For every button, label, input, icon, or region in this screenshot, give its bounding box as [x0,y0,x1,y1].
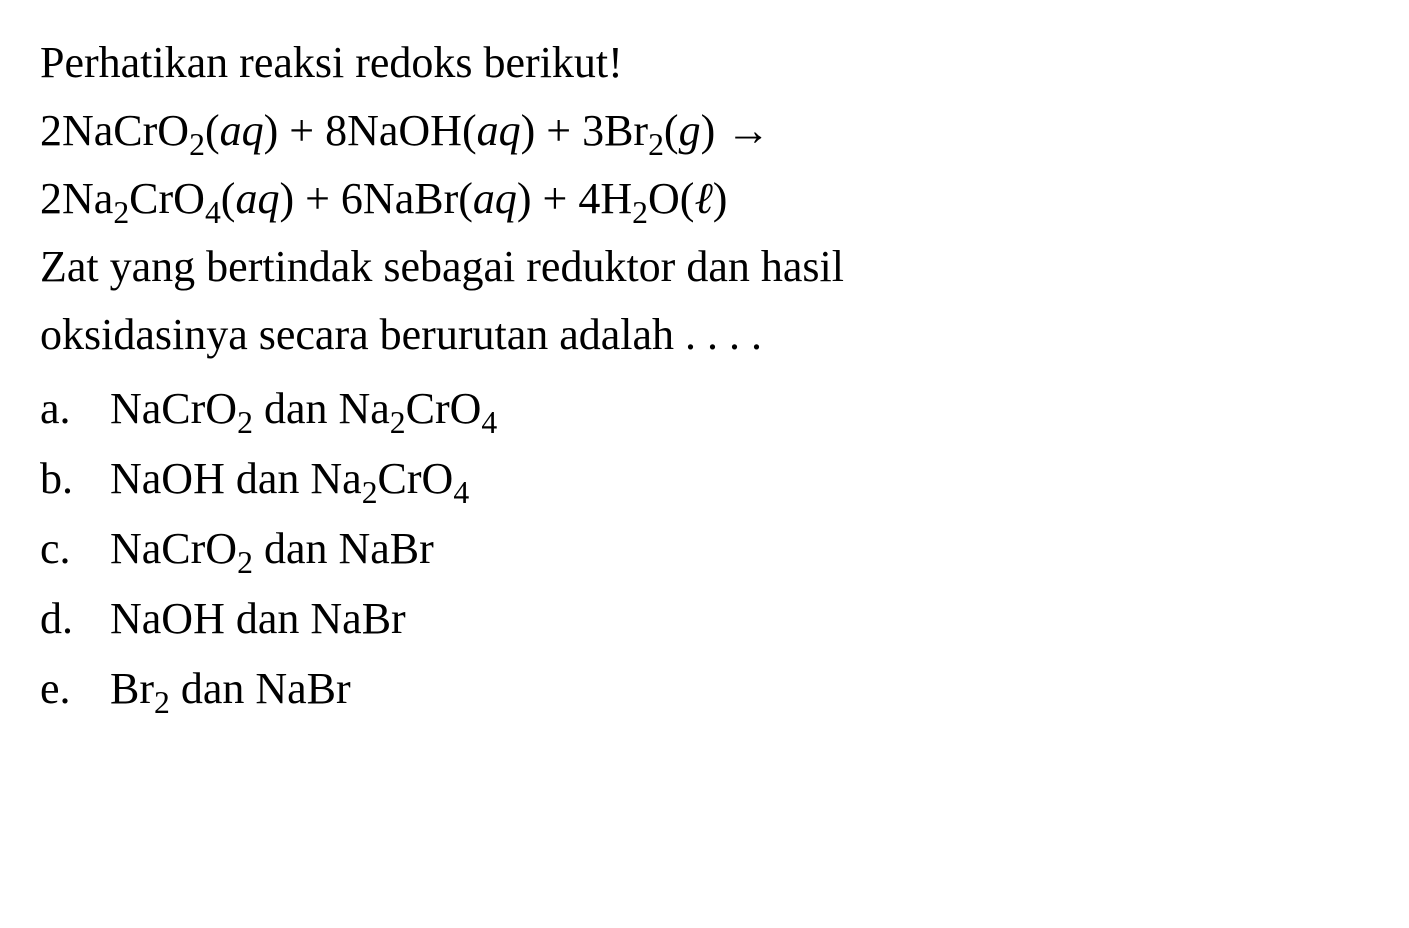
intro-line: Perhatikan reaksi redoks berikut! [40,30,1369,96]
option-e: e. Br2 dan NaBr [40,656,1369,722]
option-a: a. NaCrO2 dan Na2CrO4 [40,376,1369,442]
option-letter: c. [40,516,110,582]
equation-line-2: 2Na2CrO4(aq) + 6NaBr(aq) + 4H2O(ℓ) [40,166,1369,232]
prompt-line-2: oksidasinya secara berurutan adalah . . … [40,302,1369,368]
reactant-1: 2NaCrO2(aq) [40,106,278,155]
product-1: 2Na2CrO4(aq) [40,174,294,223]
option-text: NaOH dan Na2CrO4 [110,446,1369,512]
option-letter: e. [40,656,110,722]
product-3: 4H2O(ℓ) [578,174,727,223]
option-letter: a. [40,376,110,442]
reactant-2: 8NaOH(aq) [325,106,535,155]
option-letter: d. [40,586,110,652]
reactant-3: 3Br2(g) [582,106,715,155]
option-d: d. NaOH dan NaBr [40,586,1369,652]
option-b: b. NaOH dan Na2CrO4 [40,446,1369,512]
option-text: Br2 dan NaBr [110,656,1369,722]
question-content: Perhatikan reaksi redoks berikut! 2NaCrO… [40,30,1369,722]
option-text: NaCrO2 dan NaBr [110,516,1369,582]
option-c: c. NaCrO2 dan NaBr [40,516,1369,582]
arrow: → [726,106,770,155]
options-list: a. NaCrO2 dan Na2CrO4 b. NaOH dan Na2CrO… [40,376,1369,722]
option-text: NaCrO2 dan Na2CrO4 [110,376,1369,442]
option-letter: b. [40,446,110,512]
prompt-line-1: Zat yang bertindak sebagai reduktor dan … [40,234,1369,300]
option-text: NaOH dan NaBr [110,586,1369,652]
equation-line-1: 2NaCrO2(aq) + 8NaOH(aq) + 3Br2(g) → [40,98,1369,164]
product-2: 6NaBr(aq) [341,174,532,223]
intro-text: Perhatikan reaksi redoks berikut! [40,38,623,87]
